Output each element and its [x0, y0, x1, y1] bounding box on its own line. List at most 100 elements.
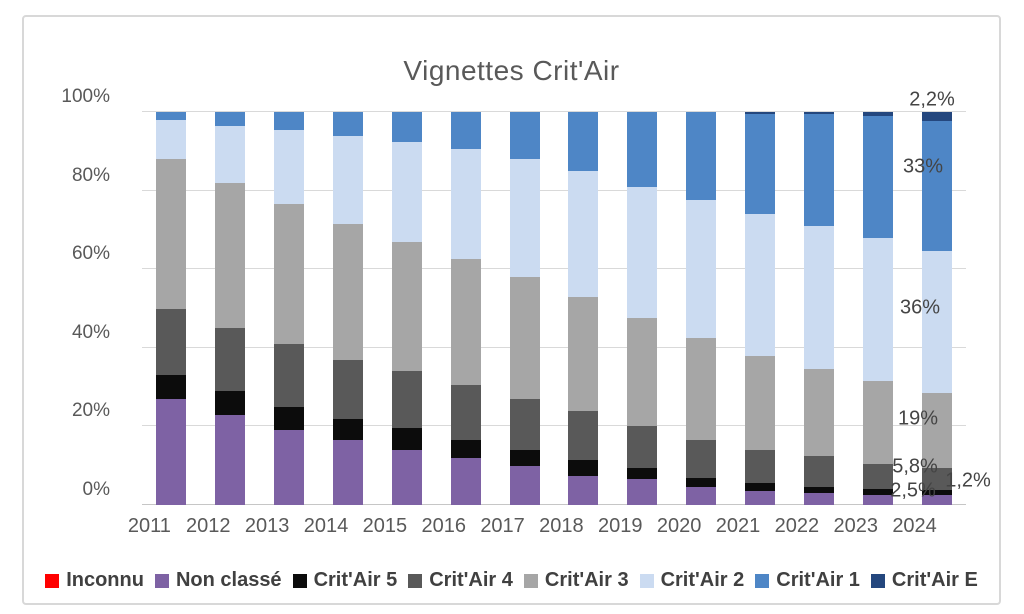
segment-crit-air-3-2020 [686, 338, 717, 441]
segment-crit-air-e-2022 [803, 112, 834, 114]
y-tick-label: 100% [61, 86, 110, 107]
legend: Inconnu Non classé Crit'Air 5 Crit'Air 4 Cri… [24, 569, 999, 592]
gridline-100% [142, 111, 966, 112]
legend-label: Inconnu [66, 569, 144, 591]
segment-crit-air-1-2011 [156, 112, 187, 120]
stacked-bar-2020 [686, 112, 717, 505]
legend-swatch-icon [154, 573, 169, 588]
stacked-bar-2022 [803, 112, 834, 505]
gridline-40% [142, 346, 966, 348]
segment-crit-air-1-2012 [215, 112, 246, 126]
stacked-bar-2017 [509, 112, 540, 505]
segment-crit-air-2-2019 [627, 186, 658, 319]
segment-crit-air-1-2014 [332, 112, 363, 136]
segment-crit-air-5-2015 [391, 428, 422, 450]
x-tick-label-2012: 2012 [186, 515, 231, 537]
segment-non-class--2016 [450, 457, 481, 505]
segment-crit-air-3-2012 [215, 182, 246, 329]
segment-non-class--2018 [568, 475, 599, 505]
segment-crit-air-e-2021 [744, 112, 775, 115]
segment-crit-air-3-2016 [450, 259, 481, 386]
x-tick-label-2015: 2015 [362, 515, 408, 537]
segment-crit-air-4-2023 [862, 463, 893, 490]
legend-label: Crit'Air 3 [544, 569, 629, 591]
segment-crit-air-2-2015 [391, 141, 422, 242]
segment-crit-air-e-2024 [921, 112, 952, 121]
segment-non-class--2013 [274, 430, 305, 505]
data-label-crit-air-4: 5,8% [892, 455, 938, 478]
segment-crit-air-3-2019 [627, 318, 658, 427]
segment-crit-air-1-2022 [803, 114, 834, 226]
segment-crit-air-5-2018 [568, 459, 599, 476]
plot-area [142, 111, 966, 505]
segment-crit-air-2-2021 [744, 214, 775, 356]
segment-crit-air-2-2017 [509, 159, 540, 278]
segment-crit-air-1-2015 [391, 112, 422, 142]
y-tick-label: 0% [82, 479, 110, 500]
segment-crit-air-1-2023 [862, 115, 893, 238]
gridline-20% [142, 425, 966, 427]
segment-crit-air-4-2014 [332, 359, 363, 419]
data-label-crit-air-5: 1,2% [945, 469, 991, 492]
stacked-bar-2015 [391, 112, 422, 505]
data-label-crit-air-e: 2,2% [909, 88, 955, 111]
segment-crit-air-3-2017 [509, 277, 540, 399]
segment-crit-air-3-2013 [274, 204, 305, 344]
stacked-bar-2014 [332, 112, 363, 505]
gridline-0% [142, 504, 966, 505]
gridline-80% [142, 189, 966, 191]
segment-non-class--2020 [686, 487, 717, 505]
segment-crit-air-2-2014 [332, 135, 363, 225]
segment-crit-air-4-2018 [568, 410, 599, 460]
segment-crit-air-2-2012 [215, 125, 246, 183]
y-tick-label: 20% [71, 400, 110, 422]
stacked-bar-2013 [274, 112, 305, 505]
segment-non-class--2011 [156, 398, 187, 505]
legend-swatch-icon [45, 573, 60, 588]
segment-crit-air-1-2013 [274, 112, 305, 130]
segment-non-class--2022 [803, 493, 834, 505]
data-label-non-class-: 2,5% [890, 479, 936, 502]
segment-non-class--2014 [332, 440, 363, 505]
segment-crit-air-2-2011 [156, 119, 187, 160]
segment-non-class--2012 [215, 414, 246, 505]
segment-crit-air-4-2019 [627, 426, 658, 468]
legend-label: Non classé [175, 569, 282, 591]
segment-crit-air-5-2013 [274, 406, 305, 431]
segment-crit-air-e-2023 [862, 112, 893, 116]
segment-crit-air-5-2024 [921, 490, 952, 496]
bar-band-2023 [848, 112, 907, 505]
y-tick-label: 40% [71, 321, 110, 343]
segment-crit-air-3-2024 [921, 392, 952, 468]
legend-item-crit-air-e: Crit'Air E [870, 569, 978, 592]
segment-crit-air-2-2022 [803, 226, 834, 370]
x-tick-label-2023: 2023 [833, 515, 878, 537]
segment-crit-air-4-2024 [921, 467, 952, 491]
segment-crit-air-1-2019 [627, 112, 658, 187]
segment-crit-air-3-2022 [803, 369, 834, 456]
x-tick-label-2022: 2022 [774, 515, 820, 537]
segment-crit-air-4-2011 [156, 308, 187, 376]
legend-item-inconnu: Inconnu [45, 569, 144, 592]
segment-crit-air-4-2021 [744, 450, 775, 484]
bar-band-2020 [672, 112, 731, 505]
bar-band-2019 [613, 112, 672, 505]
segment-crit-air-3-2011 [156, 159, 187, 309]
legend-swatch-icon [639, 573, 654, 588]
segment-non-class--2015 [391, 449, 422, 505]
segment-crit-air-1-2017 [509, 112, 540, 160]
segment-crit-air-2-2023 [862, 237, 893, 382]
segment-crit-air-5-2022 [803, 487, 834, 494]
legend-item-crit-air-1: Crit'Air 1 [755, 569, 860, 592]
segment-crit-air-3-2015 [391, 241, 422, 372]
legend-label: Crit'Air 2 [660, 569, 745, 591]
bar-band-2014 [319, 112, 378, 505]
x-tick-label-2016: 2016 [421, 515, 466, 537]
x-tick-label-2011: 2011 [127, 515, 171, 537]
segment-crit-air-1-2016 [450, 112, 481, 150]
x-tick-label-2024: 2024 [892, 515, 937, 537]
data-label-crit-air-3: 19% [897, 407, 939, 430]
segment-crit-air-1-2024 [921, 120, 952, 251]
y-tick-label: 60% [71, 243, 110, 265]
segment-crit-air-2-2018 [568, 170, 599, 297]
